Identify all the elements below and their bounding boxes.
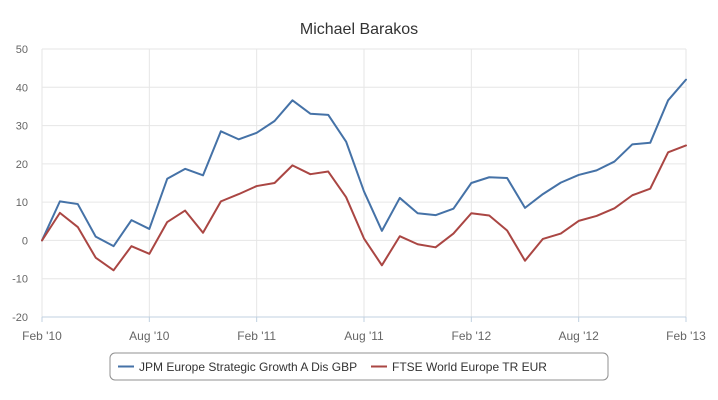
legend[interactable]: JPM Europe Strategic Growth A Dis GBP FTS… — [109, 352, 609, 381]
series-line-1[interactable] — [41, 78, 687, 248]
y-tick-label: 30 — [16, 121, 28, 133]
axes: -20 -10 0 10 20 30 40 50 Feb '10 Aug '10 Feb '11 Au… — [12, 44, 706, 343]
legend-item-2[interactable]: FTSE World Europe TR EUR — [371, 360, 547, 374]
y-tick-label: 50 — [16, 44, 28, 56]
x-tick-label: Aug '12 — [559, 329, 600, 343]
y-tick-label: 20 — [16, 159, 28, 171]
legend-box — [109, 352, 609, 381]
y-tick-label: -10 — [12, 274, 28, 286]
y-tick-label: 40 — [16, 82, 28, 94]
y-tick-label: -20 — [12, 312, 28, 324]
x-tick-label: Feb '13 — [666, 329, 706, 343]
y-tick-label: 10 — [16, 197, 28, 209]
legend-item-1[interactable]: JPM Europe Strategic Growth A Dis GBP — [118, 360, 357, 374]
x-tick-label: Feb '12 — [452, 329, 492, 343]
chart-title: Michael Barakos — [300, 21, 418, 38]
legend-label: JPM Europe Strategic Growth A Dis GBP — [139, 360, 357, 374]
grid-lines — [41, 48, 687, 318]
x-tick-label: Aug '10 — [129, 329, 170, 343]
series-lines — [41, 78, 687, 272]
series-line-2[interactable] — [41, 144, 687, 272]
y-tick-label: 0 — [22, 235, 28, 247]
x-tick-label: Feb '11 — [237, 329, 276, 343]
x-tick-label: Feb '10 — [22, 329, 62, 343]
x-tick-label: Aug '11 — [344, 329, 384, 343]
legend-label: FTSE World Europe TR EUR — [392, 360, 547, 374]
